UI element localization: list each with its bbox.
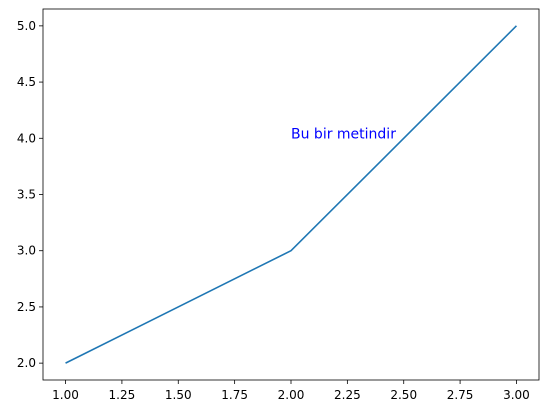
- x-tick-label: 2.50: [390, 388, 417, 402]
- y-tick-label: 5.0: [17, 19, 36, 33]
- annotation-text: Bu bir metindir: [291, 126, 396, 142]
- x-tick-label: 2.00: [278, 388, 305, 402]
- y-axis: 2.0 2.5 3.0 3.5 4.0 4.5 5.0: [17, 19, 43, 370]
- x-tick-label: 3.00: [503, 388, 530, 402]
- x-tick-label: 1.75: [221, 388, 248, 402]
- x-tick-label: 1.50: [165, 388, 192, 402]
- y-tick-label: 2.0: [17, 356, 36, 370]
- y-tick-label: 2.5: [17, 300, 36, 314]
- y-tick-label: 3.0: [17, 244, 36, 258]
- y-tick-label: 3.5: [17, 188, 36, 202]
- annotations-layer: Bu bir metindir: [291, 126, 396, 142]
- series-line: [65, 25, 518, 364]
- x-tick-label: 1.00: [52, 388, 79, 402]
- series-layer: [65, 25, 518, 364]
- y-tick-label: 4.0: [17, 131, 36, 145]
- x-tick-label: 2.75: [447, 388, 474, 402]
- x-tick-label: 2.25: [334, 388, 361, 402]
- x-axis: 1.00 1.25 1.50 1.75 2.00 2.25 2.50 2.75 3.00: [52, 380, 530, 402]
- y-tick-label: 4.5: [17, 75, 36, 89]
- x-tick-label: 1.25: [109, 388, 136, 402]
